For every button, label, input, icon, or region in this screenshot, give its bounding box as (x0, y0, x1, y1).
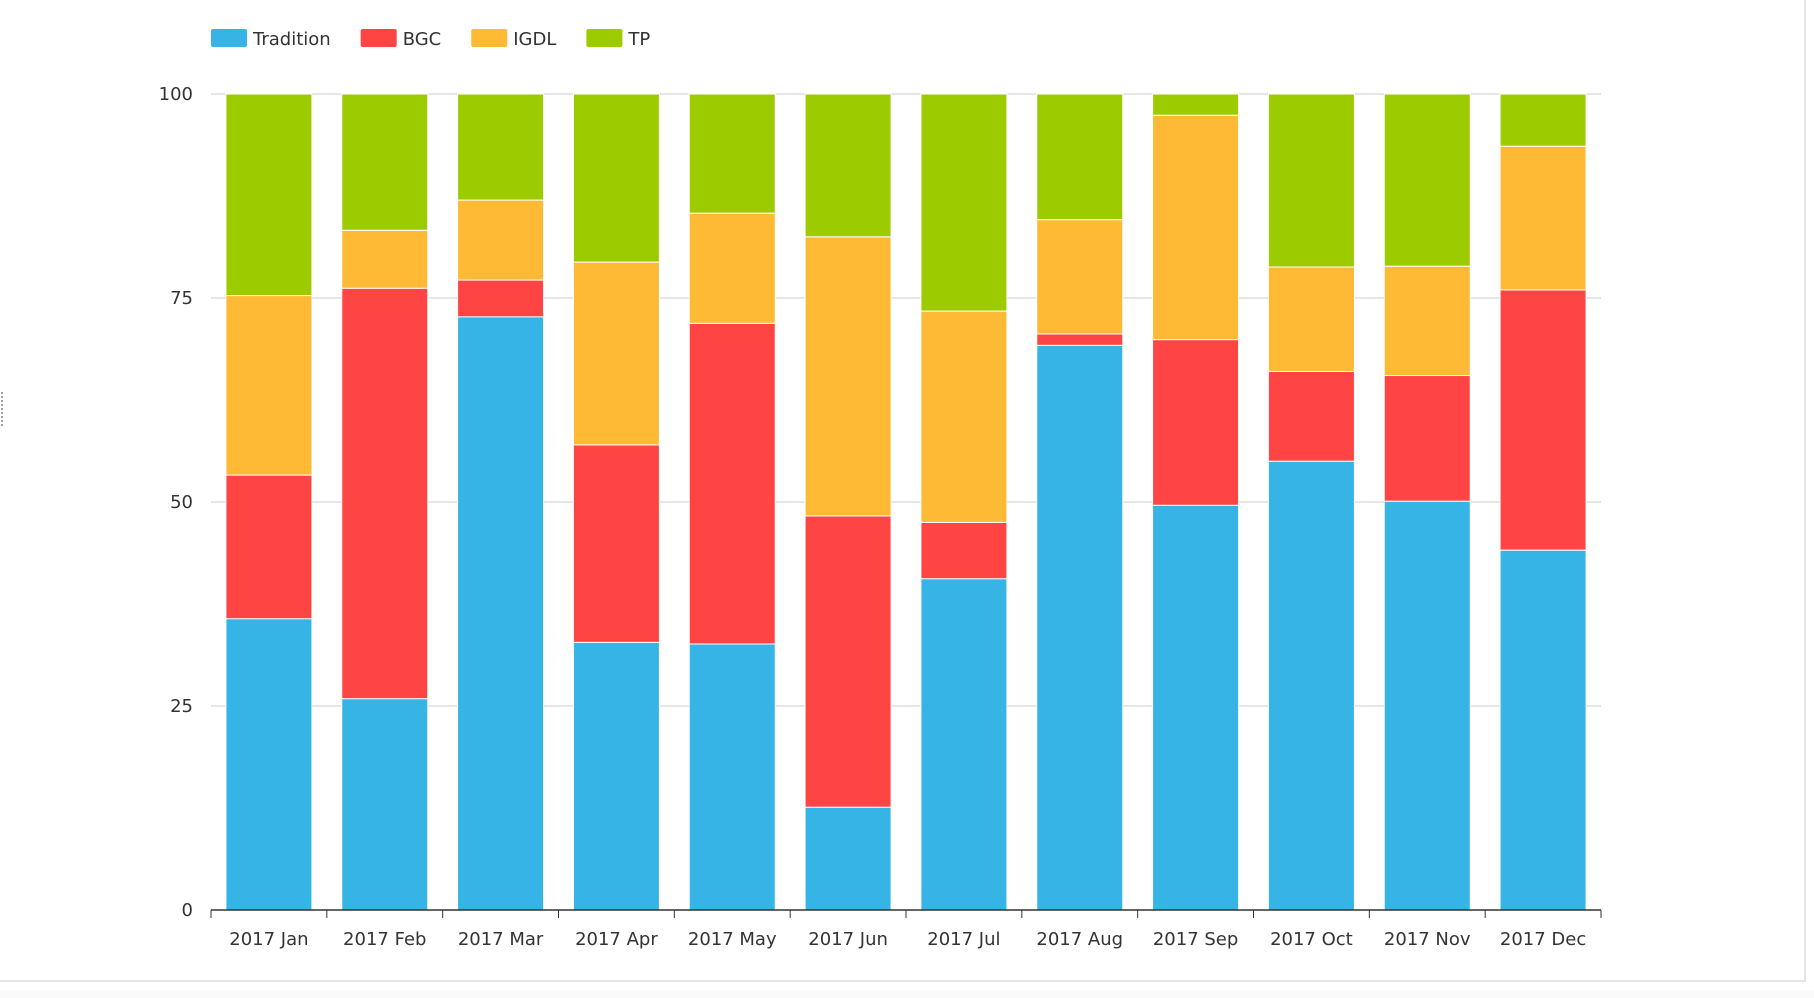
bar-tp-0[interactable] (225, 93, 313, 297)
bar-igdl-3[interactable] (572, 261, 660, 446)
bar-bgc-4[interactable] (688, 322, 776, 645)
bar-tp-10[interactable] (1383, 93, 1471, 267)
bar-tp-3[interactable] (572, 93, 660, 263)
bar-tp-2[interactable] (457, 93, 545, 201)
bar-tp-6[interactable] (920, 93, 1008, 312)
x-tick-label: 2017 Dec (1500, 929, 1586, 950)
y-tick-label: 0 (182, 900, 193, 921)
x-tick-label: 2017 Nov (1384, 929, 1471, 950)
y-tick-label: 75 (170, 288, 193, 309)
legend-label-tradition[interactable]: Tradition (252, 29, 331, 50)
bar-tradition-2[interactable] (457, 316, 545, 911)
bar-igdl-8[interactable] (1152, 114, 1240, 341)
bar-bgc-11[interactable] (1499, 289, 1587, 551)
bar-tradition-8[interactable] (1152, 504, 1240, 911)
x-axis: 2017 Jan 2017 Feb 2017 Mar 2017 Apr 2017 May… (210, 909, 1602, 950)
bar-tradition-11[interactable] (1499, 549, 1587, 911)
legend-label-igdl[interactable]: IGDL (513, 29, 556, 50)
bar-tradition-1[interactable] (341, 698, 429, 911)
bar-bgc-8[interactable] (1152, 339, 1240, 506)
chart-panel: Tradition BGC IGDL TP 0 25 50 75 100 2017 Jan 20… (0, 0, 1806, 982)
bar-bgc-2[interactable] (457, 279, 545, 318)
bar-tradition-6[interactable] (920, 578, 1008, 911)
legend-swatch-tradition[interactable] (211, 29, 247, 47)
x-tick-label: 2017 Feb (343, 929, 426, 950)
bar-tp-7[interactable] (1036, 93, 1124, 221)
bar-bgc-3[interactable] (572, 444, 660, 643)
legend-label-bgc[interactable]: BGC (403, 29, 442, 50)
grid-lines (211, 93, 1601, 707)
bar-tradition-9[interactable] (1267, 460, 1355, 911)
x-tick-label: 2017 Oct (1270, 929, 1353, 950)
bar-tradition-3[interactable] (572, 641, 660, 911)
bar-bgc-6[interactable] (920, 521, 1008, 580)
bar-tradition-10[interactable] (1383, 500, 1471, 911)
bar-tradition-4[interactable] (688, 643, 776, 911)
bar-bgc-9[interactable] (1267, 370, 1355, 462)
y-axis: 0 25 50 75 100 (159, 84, 193, 921)
bar-bgc-10[interactable] (1383, 375, 1471, 502)
legend-swatch-igdl[interactable] (471, 29, 508, 47)
y-tick-label: 100 (159, 84, 193, 105)
bar-tp-5[interactable] (804, 93, 892, 238)
bar-igdl-2[interactable] (457, 199, 545, 281)
x-tick-label: 2017 Jun (808, 929, 888, 950)
resize-handle[interactable] (0, 391, 4, 427)
bar-igdl-5[interactable] (804, 236, 892, 517)
bar-tradition-7[interactable] (1036, 344, 1124, 911)
bar-tp-11[interactable] (1499, 93, 1587, 147)
legend-swatch-bgc[interactable] (360, 29, 397, 47)
x-tick-label: 2017 Apr (575, 929, 658, 950)
bar-tp-1[interactable] (341, 93, 429, 231)
bar-igdl-6[interactable] (920, 310, 1008, 523)
legend-label-tp[interactable]: TP (627, 29, 650, 50)
bar-bgc-7[interactable] (1036, 333, 1124, 346)
footer-strip (0, 990, 1814, 998)
bar-tp-8[interactable] (1152, 93, 1240, 116)
x-tick-label: 2017 May (688, 929, 777, 950)
bar-igdl-10[interactable] (1383, 265, 1471, 377)
bar-igdl-9[interactable] (1267, 266, 1355, 372)
bar-igdl-11[interactable] (1499, 145, 1587, 291)
x-tick-label: 2017 Jan (229, 929, 308, 950)
x-tick-label: 2017 Aug (1036, 929, 1123, 950)
bar-bgc-5[interactable] (804, 515, 892, 808)
bar-igdl-7[interactable] (1036, 219, 1124, 335)
bar-tradition-0[interactable] (225, 618, 313, 911)
x-tick-label: 2017 Sep (1153, 929, 1238, 950)
bar-igdl-1[interactable] (341, 229, 429, 289)
bar-tradition-5[interactable] (804, 806, 892, 911)
legend-swatch-tp[interactable] (586, 29, 623, 47)
y-tick-label: 25 (170, 696, 193, 717)
x-tick-label: 2017 Jul (927, 929, 1000, 950)
y-tick-label: 50 (170, 492, 193, 513)
bar-tp-4[interactable] (688, 93, 776, 214)
bar-bgc-0[interactable] (225, 474, 313, 620)
bar-igdl-4[interactable] (688, 212, 776, 324)
bar-tp-9[interactable] (1267, 93, 1355, 268)
bar-bgc-1[interactable] (341, 287, 429, 700)
legend[interactable]: Tradition BGC IGDL TP (211, 29, 650, 50)
bar-igdl-0[interactable] (225, 295, 313, 476)
x-tick-label: 2017 Mar (458, 929, 544, 950)
